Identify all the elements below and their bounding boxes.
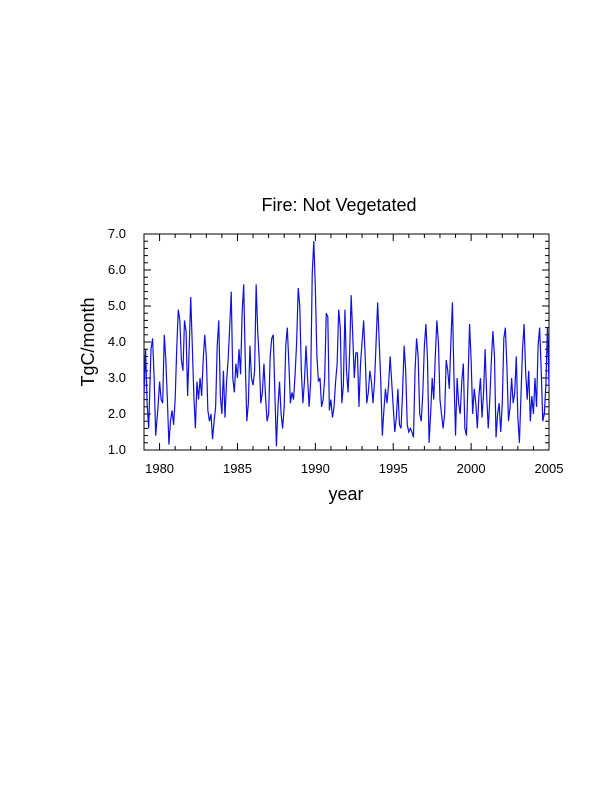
series-line <box>143 241 550 447</box>
y-tick-label: 7.0 <box>108 226 126 241</box>
plot-area: 1980 1985 1990 1995 2000 2005 1.0 2.0 3.0 4.0 5.0… <box>108 226 564 476</box>
x-axis-title: year <box>328 484 363 504</box>
x-tick-label: 1985 <box>223 461 252 476</box>
x-tick-label: 2000 <box>457 461 486 476</box>
y-tick-label: 2.0 <box>108 406 126 421</box>
y-tick-label: 1.0 <box>108 442 126 457</box>
y-axis-ticks: 1.0 2.0 3.0 4.0 5.0 6.0 7.0 <box>108 226 549 457</box>
x-tick-label: 1980 <box>145 461 174 476</box>
x-tick-label: 2005 <box>535 461 564 476</box>
x-tick-label: 1990 <box>301 461 330 476</box>
x-tick-label: 1995 <box>379 461 408 476</box>
y-tick-label: 6.0 <box>108 262 126 277</box>
y-tick-label: 3.0 <box>108 370 126 385</box>
y-tick-label: 4.0 <box>108 334 126 349</box>
y-axis-title: TgC/month <box>78 297 98 386</box>
chart-title: Fire: Not Vegetated <box>261 195 416 215</box>
y-tick-label: 5.0 <box>108 298 126 313</box>
x-axis-ticks: 1980 1985 1990 1995 2000 2005 <box>143 234 564 476</box>
